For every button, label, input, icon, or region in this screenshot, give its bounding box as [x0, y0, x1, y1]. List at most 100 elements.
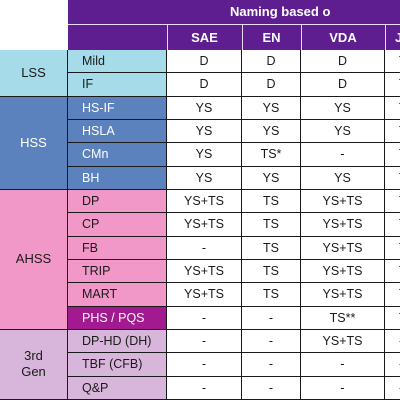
- value-cell-vda: -: [301, 353, 385, 377]
- value-cell-jfs: TS+: [385, 50, 400, 74]
- group-lss: LSS: [0, 50, 68, 97]
- value-cell-en: TS: [242, 236, 301, 260]
- value-cell-jfs: TS: [385, 306, 400, 330]
- value-cell-en: YS: [242, 96, 301, 120]
- value-cell-sae: -: [167, 236, 242, 260]
- header-title: Naming based o: [230, 4, 331, 19]
- table-row: MildDDDTS+: [68, 50, 400, 74]
- group-ahss: AHSS: [0, 189, 68, 330]
- row-name-cell: MART: [68, 283, 167, 307]
- header-column-separator: [301, 25, 302, 50]
- value-cell-sae: -: [167, 329, 242, 354]
- value-cell-sae: D: [167, 73, 242, 97]
- value-cell-vda: YS: [301, 96, 385, 120]
- value-cell-jfs: TS: [385, 166, 400, 190]
- value-cell-vda: YS+TS: [301, 189, 385, 214]
- value-cell-vda: TS**: [301, 306, 385, 330]
- value-cell-vda: YS+TS: [301, 213, 385, 237]
- value-cell-vda: D: [301, 73, 385, 97]
- row-name-cell: BH: [68, 166, 167, 190]
- value-cell-en: -: [242, 353, 301, 377]
- value-cell-en: D: [242, 73, 301, 97]
- header-blank-corner: [0, 0, 68, 50]
- value-cell-jfs: TS: [385, 143, 400, 167]
- row-name-cell: TBF (CFB): [68, 353, 167, 377]
- table-row: HS-IFYSYSYSTS: [68, 96, 400, 120]
- value-cell-en: -: [242, 376, 301, 400]
- value-cell-jfs: TS: [385, 189, 400, 214]
- value-cell-jfs: TS: [385, 236, 400, 260]
- row-name-cell: TRIP: [68, 259, 167, 284]
- value-cell-sae: -: [167, 353, 242, 377]
- value-cell-en: TS: [242, 283, 301, 307]
- column-header-en: EN: [262, 30, 281, 45]
- value-cell-sae: -: [167, 376, 242, 400]
- value-cell-vda: YS+TS: [301, 236, 385, 260]
- value-cell-sae: -: [167, 306, 242, 330]
- value-cell-en: YS: [242, 119, 301, 144]
- table-row: PHS / PQS--TS**TS: [68, 306, 400, 330]
- group-3rd-gen: 3rd Gen: [0, 329, 68, 400]
- value-cell-sae: YS: [167, 96, 242, 120]
- row-name-cell: Q&P: [68, 376, 167, 400]
- value-cell-en: -: [242, 329, 301, 354]
- value-cell-jfs: TS: [385, 213, 400, 237]
- row-name-cell: FB: [68, 236, 167, 260]
- table-row: DP-HD (DH)--YS+TS-: [68, 329, 400, 354]
- row-name-cell: Mild: [68, 50, 167, 74]
- column-header-vda: VDA: [329, 30, 357, 45]
- value-cell-vda: -: [301, 376, 385, 400]
- row-name-cell: DP-HD (DH): [68, 329, 167, 354]
- header-column-separator: [167, 25, 168, 50]
- value-cell-vda: YS: [301, 119, 385, 144]
- value-cell-jfs: TS+: [385, 73, 400, 97]
- value-cell-sae: YS: [167, 166, 242, 190]
- row-name-cell: DP: [68, 189, 167, 214]
- value-cell-sae: YS+TS: [167, 259, 242, 284]
- table-row: TBF (CFB)----: [68, 353, 400, 377]
- row-name-cell: IF: [68, 73, 167, 97]
- header-column-separator: [385, 25, 386, 50]
- value-cell-vda: YS+TS: [301, 259, 385, 284]
- header-divider: [68, 24, 400, 25]
- table-row: IFDDDTS+: [68, 73, 400, 97]
- value-cell-vda: YS+TS: [301, 283, 385, 307]
- value-cell-jfs: -: [385, 353, 400, 377]
- value-cell-sae: YS+TS: [167, 213, 242, 237]
- group-hss: HSS: [0, 96, 68, 190]
- value-cell-en: TS: [242, 189, 301, 214]
- value-cell-sae: YS: [167, 143, 242, 167]
- value-cell-vda: -: [301, 143, 385, 167]
- value-cell-vda: D: [301, 50, 385, 74]
- value-cell-jfs: TS: [385, 96, 400, 120]
- value-cell-sae: YS+TS: [167, 283, 242, 307]
- value-cell-sae: YS: [167, 119, 242, 144]
- value-cell-sae: D: [167, 50, 242, 74]
- value-cell-en: TS*: [242, 143, 301, 167]
- value-cell-vda: YS: [301, 166, 385, 190]
- value-cell-en: TS: [242, 259, 301, 284]
- row-name-cell: CMn: [68, 143, 167, 167]
- value-cell-jfs: TS: [385, 259, 400, 284]
- value-cell-en: -: [242, 306, 301, 330]
- value-cell-jfs: -: [385, 376, 400, 400]
- column-header-sae: SAE: [191, 30, 218, 45]
- row-name-cell: PHS / PQS: [68, 306, 167, 330]
- value-cell-jfs: TS: [385, 283, 400, 307]
- value-cell-en: YS: [242, 166, 301, 190]
- table-row: HSLAYSYSYSTS: [68, 119, 400, 144]
- row-name-cell: HSLA: [68, 119, 167, 144]
- value-cell-en: D: [242, 50, 301, 74]
- value-cell-jfs: TS: [385, 119, 400, 144]
- table-header: Naming based o SAE EN VDA JFS: [0, 0, 400, 50]
- value-cell-sae: YS+TS: [167, 189, 242, 214]
- value-cell-jfs: -: [385, 329, 400, 354]
- header-band: [68, 0, 400, 50]
